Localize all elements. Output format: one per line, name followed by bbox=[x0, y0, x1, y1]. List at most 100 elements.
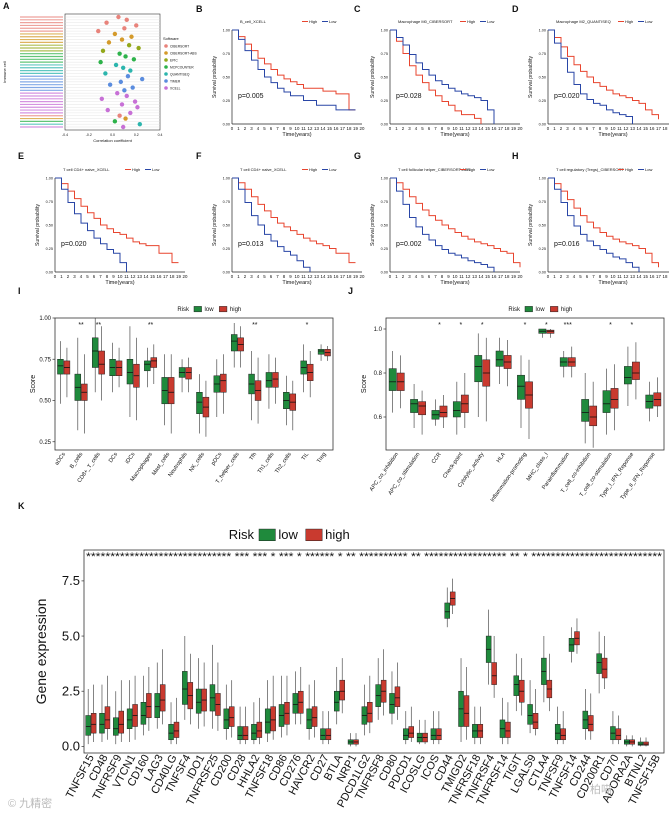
B-x-tick-label: 2 bbox=[244, 126, 247, 131]
J-box-low bbox=[602, 390, 611, 413]
A-legend-swatch bbox=[164, 44, 168, 48]
D-y-tick-label: 1.00 bbox=[539, 29, 546, 33]
H-plot-title: T cell regulatory (Tregs)_CIBERSORT bbox=[556, 167, 624, 172]
F-x-tick-label: 4 bbox=[257, 274, 260, 279]
K-box-low bbox=[596, 653, 602, 674]
J-significance: * bbox=[609, 322, 612, 329]
A-legend-swatch bbox=[164, 72, 168, 76]
A-legend-swatch bbox=[164, 79, 168, 83]
A-point bbox=[117, 113, 122, 118]
J-box-high bbox=[418, 401, 426, 416]
E-x-tick-label: 6 bbox=[93, 274, 96, 279]
panel-letter-I: I bbox=[18, 286, 21, 296]
K-box-low bbox=[403, 728, 409, 741]
G-x-tick-label: 10 bbox=[453, 274, 458, 279]
H-x-tick-label: 14 bbox=[637, 274, 642, 279]
panel-letter-E: E bbox=[18, 151, 24, 161]
C-plot-title: Macrophage M0_CIBERSORT bbox=[398, 19, 453, 24]
E-y-tick-label: 0.75 bbox=[46, 200, 53, 204]
J-significance: * bbox=[438, 322, 441, 329]
A-legend-label: TIMER bbox=[170, 80, 181, 84]
A-point bbox=[124, 17, 129, 23]
K-box-low bbox=[637, 741, 644, 746]
C-x-tick-label: 13 bbox=[472, 126, 477, 131]
K-box-high bbox=[408, 726, 414, 738]
K-box-high bbox=[394, 686, 401, 707]
D-legend-low: Low bbox=[645, 19, 652, 24]
A-legend-label: XCELL bbox=[170, 87, 181, 91]
panel-letter-B: B bbox=[196, 4, 203, 14]
F-x-tick-label: 12 bbox=[308, 274, 313, 279]
G-x-tick-label: 17 bbox=[498, 274, 503, 279]
J-box-low bbox=[624, 366, 632, 385]
G-x-tick-label: 11 bbox=[459, 274, 464, 279]
B-legend-low: Low bbox=[329, 19, 336, 24]
C-y-tick-label: 0.00 bbox=[381, 123, 388, 127]
G-x-tick-label: 15 bbox=[485, 274, 490, 279]
K-box-low bbox=[182, 671, 188, 705]
H-x-tick-label: 6 bbox=[586, 274, 589, 279]
C-km-curve-high bbox=[390, 29, 482, 124]
A-point bbox=[104, 20, 109, 25]
H-x-tick-label: 5 bbox=[579, 274, 582, 279]
A-point bbox=[112, 119, 118, 124]
C-y-tick-label: 0.75 bbox=[381, 52, 388, 56]
I-significance: ** bbox=[78, 322, 84, 329]
I-box-high bbox=[150, 357, 158, 368]
J-significance: * bbox=[631, 322, 634, 329]
G-x-tick-label: 13 bbox=[472, 274, 477, 279]
A-x-tick-label: 0.2 bbox=[134, 133, 139, 137]
A-x-tick-label: -0.4 bbox=[62, 133, 68, 137]
I-category-label: pDCs bbox=[210, 452, 223, 467]
B-y-axis-label: Survival probability bbox=[212, 56, 218, 98]
E-x-tick-label: 12 bbox=[131, 274, 136, 279]
A-point bbox=[137, 121, 143, 127]
H-legend-high: High bbox=[625, 167, 633, 172]
C-x-tick-label: 5 bbox=[421, 126, 424, 131]
I-box-low bbox=[317, 349, 325, 355]
F-y-axis-label: Survival probability bbox=[212, 204, 218, 246]
panel-letter-F: F bbox=[196, 151, 202, 161]
F-x-tick-label: 16 bbox=[334, 274, 339, 279]
A-legend-label: CIBERSORT bbox=[170, 45, 189, 49]
A-point bbox=[105, 107, 110, 113]
K-box-low bbox=[430, 728, 437, 741]
C-x-tick-label: 3 bbox=[408, 126, 411, 131]
E-plot-title: T cell CD4+ naive_XCELL bbox=[63, 167, 110, 172]
C-x-tick-label: 14 bbox=[479, 126, 484, 131]
G-y-tick-label: 0.50 bbox=[381, 224, 388, 228]
A-legend-label: EPIC bbox=[170, 59, 178, 63]
B-x-tick-label: 14 bbox=[321, 126, 326, 131]
C-x-tick-label: 4 bbox=[415, 126, 418, 131]
J-category-label: CCR bbox=[431, 452, 443, 465]
F-x-tick-label: 14 bbox=[321, 274, 326, 279]
B-y-tick-label: 0.25 bbox=[223, 99, 230, 103]
B-x-tick-label: 17 bbox=[340, 126, 345, 131]
F-legend-high: High bbox=[309, 167, 317, 172]
G-y-tick-label: 0.25 bbox=[381, 247, 388, 251]
B-p-value: p=0.005 bbox=[238, 93, 264, 100]
J-significance: *** bbox=[564, 322, 572, 329]
A-legend-swatch bbox=[164, 58, 168, 62]
K-box-high bbox=[615, 728, 622, 741]
D-km-curve-low bbox=[548, 29, 633, 124]
F-y-tick-label: 0.25 bbox=[223, 247, 230, 251]
I-legend-swatch-high bbox=[219, 306, 228, 313]
G-x-tick-label: 6 bbox=[428, 274, 431, 279]
watermark-right: 柏喵 bbox=[590, 784, 612, 796]
D-x-tick-label: 1 bbox=[553, 126, 556, 131]
G-p-value: p=0.002 bbox=[396, 241, 422, 248]
A-point bbox=[106, 40, 112, 45]
I-significance: ** bbox=[252, 322, 258, 329]
A-point bbox=[99, 96, 105, 101]
C-x-tick-label: 20 bbox=[518, 126, 523, 131]
I-category-label: Treg bbox=[316, 452, 327, 465]
A-point bbox=[123, 116, 128, 121]
C-x-tick-label: 17 bbox=[498, 126, 503, 131]
A-point bbox=[129, 34, 134, 39]
panel-letter-H: H bbox=[512, 151, 519, 161]
C-x-tick-label: 18 bbox=[505, 126, 510, 131]
E-y-tick-label: 0.25 bbox=[46, 247, 53, 251]
C-x-tick-label: 1 bbox=[395, 126, 398, 131]
K-y-tick-label: 5.0 bbox=[62, 628, 80, 643]
